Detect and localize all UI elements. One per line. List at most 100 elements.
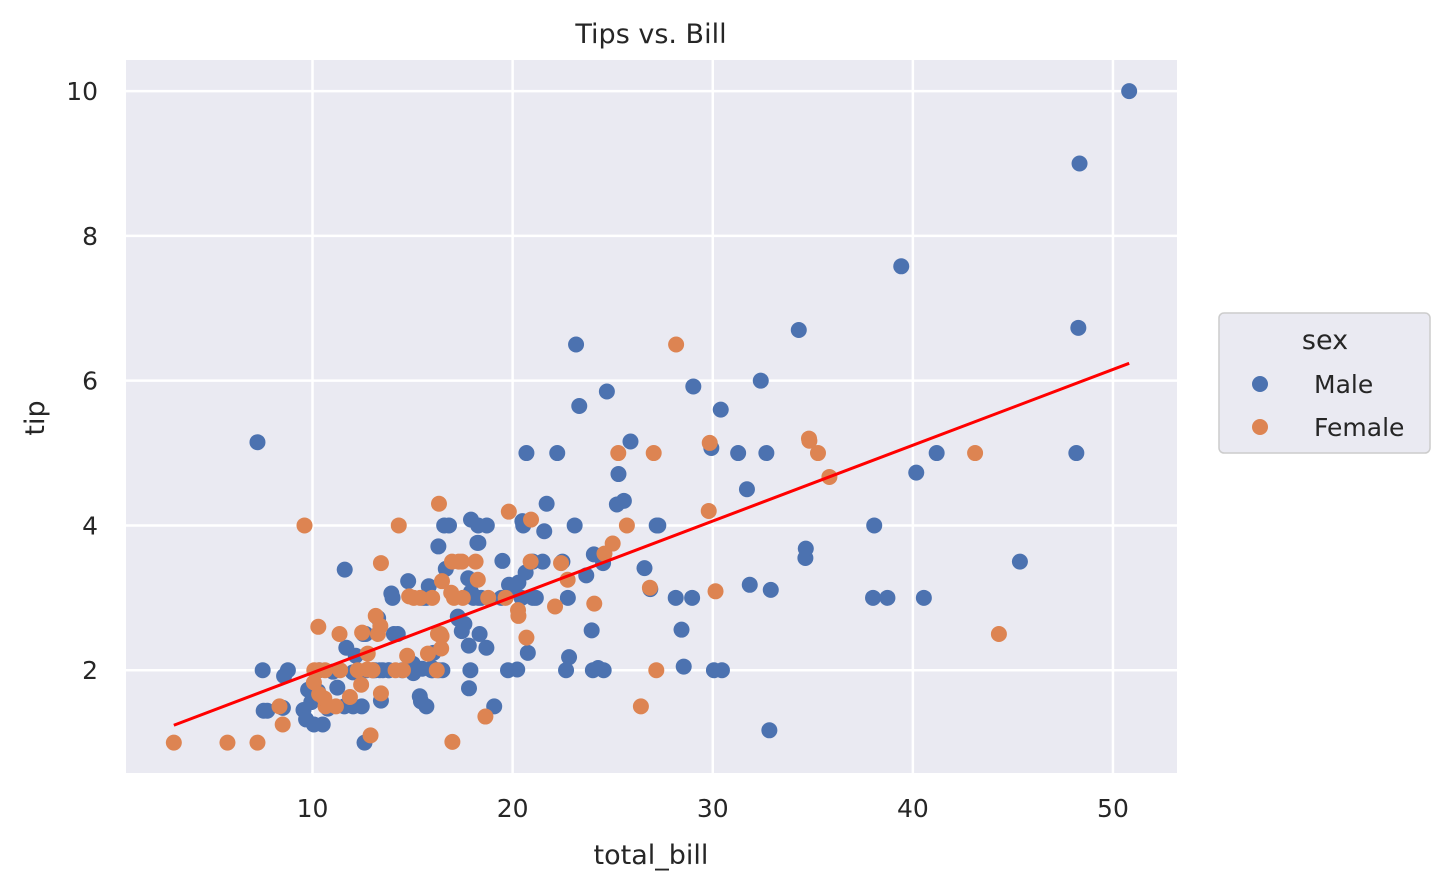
data-point-male (538, 495, 555, 512)
data-point-female (433, 640, 450, 657)
data-point-male (583, 622, 600, 639)
data-point-female (707, 583, 724, 600)
data-point-male (598, 383, 615, 400)
data-point-female (641, 579, 658, 596)
data-point-female (424, 589, 441, 606)
data-point-female (327, 698, 344, 715)
data-point-female (305, 674, 322, 691)
data-point-male (500, 662, 517, 679)
data-point-male (536, 523, 553, 540)
data-point-male (336, 561, 353, 578)
data-point-female (469, 571, 486, 588)
data-point-female (553, 555, 570, 572)
data-point-female (428, 662, 445, 679)
legend-title: sex (1302, 325, 1348, 356)
data-point-male (1068, 445, 1085, 462)
plot-background (126, 60, 1177, 773)
data-point-male (418, 698, 435, 715)
x-tick-label: 30 (697, 794, 729, 823)
data-point-male (908, 464, 925, 481)
data-point-female (219, 734, 236, 751)
x-tick-label: 20 (497, 794, 529, 823)
legend: sex Male Female (1218, 312, 1431, 454)
data-point-female (249, 734, 266, 751)
data-point-male (741, 576, 758, 593)
data-point-male (353, 698, 370, 715)
data-point-female (610, 445, 627, 462)
data-point-male (608, 496, 625, 513)
y-tick-label: 10 (66, 77, 98, 106)
data-point-female (399, 647, 416, 664)
data-point-male (685, 378, 702, 395)
data-point-male (566, 517, 583, 534)
data-point-female (618, 517, 635, 534)
data-point-female (433, 573, 450, 590)
data-point-female (668, 336, 685, 353)
data-point-male (329, 679, 346, 696)
y-tick-labels: 2 4 6 8 10 (66, 77, 98, 685)
data-point-female (809, 445, 826, 462)
data-point-male (1071, 155, 1088, 172)
legend-label-male: Male (1314, 370, 1373, 399)
data-point-female (296, 517, 313, 534)
data-point-male (797, 540, 814, 557)
data-point-female (522, 553, 539, 570)
data-point-female (990, 626, 1007, 643)
data-point-male (561, 649, 578, 666)
data-point-female (165, 734, 182, 751)
data-point-male (249, 434, 266, 451)
data-point-female (274, 716, 291, 733)
data-point-female (801, 432, 818, 449)
data-point-male (436, 517, 453, 534)
data-point-male (384, 589, 401, 606)
data-points (165, 83, 1138, 751)
data-point-male (259, 702, 276, 719)
legend-box (1218, 312, 1431, 454)
data-point-female (454, 589, 471, 606)
data-point-female (604, 535, 621, 552)
data-point-female (480, 589, 497, 606)
data-point-male (1121, 83, 1138, 100)
x-tick-labels: 10 20 30 40 50 (297, 794, 1129, 823)
data-point-male (478, 639, 495, 656)
data-point-male (549, 445, 566, 462)
data-point-male (519, 644, 536, 661)
regression-line (173, 361, 1130, 727)
data-point-male (673, 621, 690, 638)
data-point-female (444, 733, 461, 750)
data-point-female (700, 502, 717, 519)
data-point-male (762, 581, 779, 598)
data-point-male (276, 668, 293, 685)
data-point-female (353, 676, 370, 693)
data-point-female (547, 598, 564, 615)
x-tick-label: 50 (1097, 794, 1129, 823)
data-point-female (701, 434, 718, 451)
data-point-male (650, 517, 667, 534)
data-point-male (928, 445, 945, 462)
data-point-male (518, 445, 535, 462)
data-point-female (467, 553, 484, 570)
data-point-male (1011, 553, 1028, 570)
x-tick-label: 40 (897, 794, 929, 823)
y-tick-label: 4 (82, 511, 98, 540)
data-point-male (684, 589, 701, 606)
legend-marker-male (1252, 376, 1268, 392)
data-point-male (524, 589, 541, 606)
data-point-male (469, 534, 486, 551)
data-point-male (460, 680, 477, 697)
data-point-male (571, 398, 588, 415)
data-point-female (364, 662, 381, 679)
data-point-female (500, 503, 517, 520)
data-point-male (610, 466, 627, 483)
data-point-male (1070, 319, 1087, 336)
data-point-female (332, 662, 349, 679)
data-point-male (254, 662, 271, 679)
data-point-female (648, 662, 665, 679)
chart-title: Tips vs. Bill (574, 19, 726, 50)
data-point-male (915, 589, 932, 606)
data-point-male (712, 401, 729, 418)
data-point-female (362, 727, 379, 744)
data-point-female (430, 495, 447, 512)
data-point-male (305, 716, 322, 733)
